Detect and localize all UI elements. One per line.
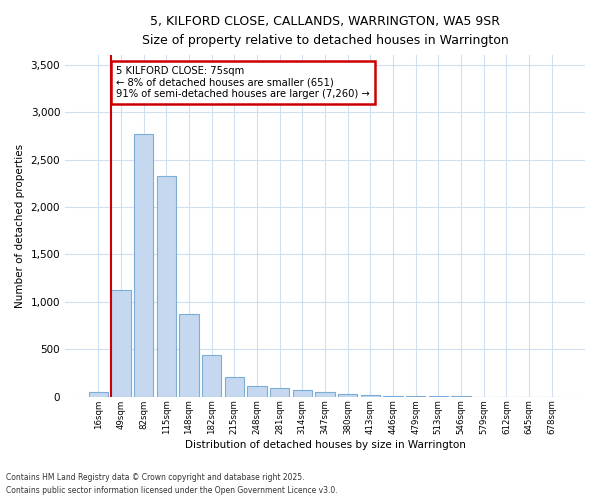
Bar — [89, 392, 108, 397]
Bar — [225, 377, 244, 397]
Bar — [361, 395, 380, 397]
Bar — [157, 176, 176, 397]
Title: 5, KILFORD CLOSE, CALLANDS, WARRINGTON, WA5 9SR
Size of property relative to det: 5, KILFORD CLOSE, CALLANDS, WARRINGTON, … — [142, 15, 508, 47]
Bar — [406, 396, 425, 397]
X-axis label: Distribution of detached houses by size in Warrington: Distribution of detached houses by size … — [185, 440, 466, 450]
Bar — [112, 290, 131, 397]
Bar — [316, 392, 335, 397]
Text: 5 KILFORD CLOSE: 75sqm
← 8% of detached houses are smaller (651)
91% of semi-det: 5 KILFORD CLOSE: 75sqm ← 8% of detached … — [116, 66, 370, 99]
Y-axis label: Number of detached properties: Number of detached properties — [15, 144, 25, 308]
Bar — [179, 314, 199, 397]
Text: Contains HM Land Registry data © Crown copyright and database right 2025.
Contai: Contains HM Land Registry data © Crown c… — [6, 474, 338, 495]
Bar — [247, 386, 266, 397]
Bar — [202, 354, 221, 397]
Bar — [383, 396, 403, 397]
Bar — [338, 394, 358, 397]
Bar — [293, 390, 312, 397]
Bar — [134, 134, 153, 397]
Bar — [270, 388, 289, 397]
